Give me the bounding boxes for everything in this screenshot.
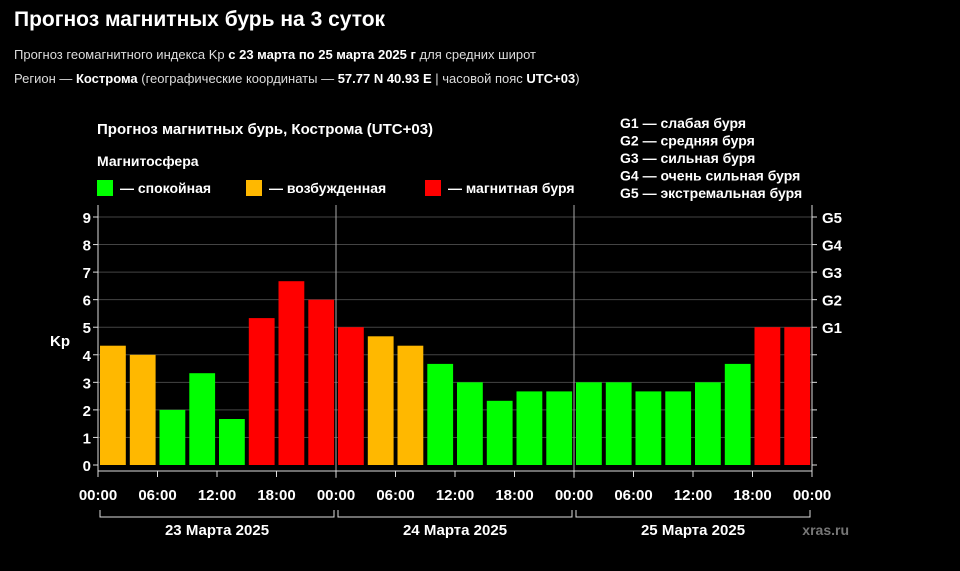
g-level-label: G2 (822, 293, 842, 310)
timezone-label: | часовой пояс (431, 71, 527, 86)
legend-label: — возбужденная (269, 180, 386, 196)
page-title: Прогноз магнитных бурь на 3 суток (14, 8, 386, 31)
kp-bar (457, 382, 483, 465)
storm-scale-item: G1 — слабая буря (620, 115, 746, 131)
kp-bar (754, 327, 781, 465)
g-level-label: G3 (822, 265, 842, 282)
day-label: 25 Марта 2025 (641, 522, 745, 539)
legend-label: — магнитная буря (448, 180, 575, 196)
date-range: с 23 марта по 25 марта 2025 г (228, 47, 416, 62)
watermark: xras.ru (802, 522, 849, 538)
x-tick-label: 12:00 (436, 487, 474, 504)
legend-swatch (425, 180, 441, 196)
y-tick-label: 6 (83, 293, 91, 310)
y-tick-label: 2 (83, 403, 91, 420)
kp-bar (605, 382, 632, 465)
kp-bar (100, 345, 126, 465)
timezone-value: UTC+03 (526, 71, 576, 86)
x-tick-label: 18:00 (495, 487, 533, 504)
subtitle-text: Прогноз геомагнитного индекса Kp (14, 47, 229, 62)
kp-bar (576, 382, 602, 465)
region-close: ) (575, 71, 580, 86)
region-line: Регион — Кострома (географические коорди… (14, 71, 580, 86)
kp-bar (159, 409, 186, 465)
coords-label: (географические координаты — (137, 71, 338, 86)
kp-bar (189, 373, 216, 465)
day-label: 23 Марта 2025 (165, 522, 269, 539)
coords-value: 57.77 N 40.93 E (337, 71, 432, 86)
g-level-label: G5 (822, 210, 842, 227)
kp-bar (427, 363, 454, 465)
x-tick-label: 00:00 (79, 487, 117, 504)
kp-bar (516, 391, 543, 465)
x-tick-label: 06:00 (614, 487, 652, 504)
grid (98, 205, 812, 478)
x-tick-label: 00:00 (793, 487, 831, 504)
forecast-subtitle: Прогноз геомагнитного индекса Kp с 23 ма… (14, 47, 536, 62)
y-tick-label: 4 (83, 348, 92, 365)
day-bracket (575, 510, 811, 518)
kp-bar (278, 281, 305, 465)
y-tick-label: 0 (83, 458, 91, 475)
kp-bar (724, 363, 751, 465)
chart-title: Прогноз магнитных бурь, Кострома (UTC+03… (97, 121, 433, 138)
kp-bar (784, 327, 811, 465)
region-label: Регион — (14, 71, 76, 86)
storm-scale-item: G4 — очень сильная буря (620, 168, 800, 184)
y-tick-label: 1 (83, 430, 91, 447)
kp-bar (665, 391, 692, 465)
g-level-label: G4 (822, 238, 843, 255)
region-name: Кострома (75, 71, 138, 86)
y-tick-label: 8 (83, 238, 91, 255)
kp-bar (338, 327, 364, 465)
legend: — спокойная — возбужденная — магнитная бур… (97, 180, 575, 196)
x-tick-label: 18:00 (257, 487, 295, 504)
x-tick-label: 06:00 (376, 487, 414, 504)
kp-bar (129, 354, 156, 465)
kp-bar (546, 391, 573, 465)
legend-swatch (97, 180, 113, 196)
legend-label: — спокойная (120, 180, 211, 196)
y-tick-label: 5 (83, 320, 91, 337)
day-bracket (337, 510, 573, 518)
x-tick-label: 06:00 (138, 487, 176, 504)
kp-bar (397, 345, 424, 465)
y-tick-label: 9 (83, 210, 91, 227)
kp-bar (308, 299, 335, 465)
x-tick-label: 12:00 (674, 487, 712, 504)
y-tick-label: 7 (83, 265, 91, 282)
kp-bar (219, 419, 245, 465)
kp-bar (486, 400, 513, 465)
kp-bar (367, 336, 394, 465)
y-axis-label: Kp (50, 333, 70, 350)
legend-title: Магнитосфера (97, 153, 199, 169)
kp-bar (695, 382, 721, 465)
y-tick-label: 3 (83, 375, 91, 392)
axes: 0 1 2 3 4 5 6 7 8 9 G1 G2 G3 G4 G5 00:00 06:00 12:00 18:00… (79, 205, 843, 539)
x-tick-label: 00:00 (555, 487, 593, 504)
day-bracket (99, 510, 335, 518)
x-tick-label: 12:00 (198, 487, 236, 504)
x-tick-label: 18:00 (733, 487, 771, 504)
storm-scale-item: G5 — экстремальная буря (620, 185, 802, 201)
storm-scale-item: G3 — сильная буря (620, 150, 755, 166)
kp-bar (635, 391, 662, 465)
day-label: 24 Марта 2025 (403, 522, 507, 539)
kp-bar (248, 318, 275, 465)
bars (100, 281, 811, 465)
g-level-label: G1 (822, 320, 842, 337)
subtitle-suffix: для средних широт (415, 47, 536, 62)
x-tick-label: 00:00 (317, 487, 355, 504)
storm-scale-item: G2 — средняя буря (620, 133, 755, 149)
legend-swatch (246, 180, 262, 196)
